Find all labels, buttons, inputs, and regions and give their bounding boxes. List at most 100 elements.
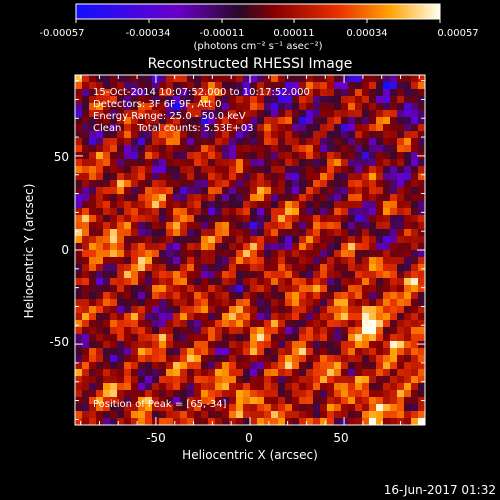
heatmap-cell	[320, 152, 328, 160]
heatmap-cell	[236, 222, 244, 230]
heatmap-cell	[376, 180, 384, 188]
heatmap-cell	[82, 236, 90, 244]
heatmap-cell	[299, 376, 307, 384]
heatmap-cell	[369, 173, 377, 181]
heatmap-cell	[145, 110, 153, 118]
heatmap-cell	[138, 243, 146, 251]
heatmap-cell	[348, 313, 356, 321]
heatmap-cell	[376, 208, 384, 216]
heatmap-cell	[278, 264, 286, 272]
heatmap-cell	[82, 152, 90, 160]
heatmap-cell	[404, 369, 412, 377]
heatmap-cell	[194, 110, 202, 118]
heatmap-cell	[152, 180, 160, 188]
heatmap-cell	[313, 257, 321, 265]
heatmap-cell	[397, 320, 405, 328]
heatmap-cell	[271, 376, 279, 384]
heatmap-cell	[82, 159, 90, 167]
heatmap-cell	[355, 131, 363, 139]
heatmap-cell	[306, 376, 314, 384]
heatmap-cell	[376, 320, 384, 328]
heatmap-cell	[411, 236, 419, 244]
heatmap-cell	[236, 236, 244, 244]
heatmap-cell	[96, 278, 104, 286]
heatmap-cell	[82, 180, 90, 188]
heatmap-cell	[348, 271, 356, 279]
heatmap-cell	[173, 404, 181, 412]
heatmap-cell	[362, 110, 370, 118]
heatmap-cell	[124, 383, 132, 391]
heatmap-cell	[180, 236, 188, 244]
heatmap-cell	[229, 397, 237, 405]
heatmap-cell	[362, 390, 370, 398]
heatmap-cell	[159, 376, 167, 384]
heatmap-cell	[271, 166, 279, 174]
heatmap-cell	[117, 131, 125, 139]
heatmap-cell	[243, 285, 251, 293]
heatmap-cell	[257, 257, 265, 265]
heatmap-cell	[390, 243, 398, 251]
heatmap-cell	[383, 369, 391, 377]
heatmap-cell	[334, 110, 342, 118]
heatmap-cell	[250, 397, 258, 405]
heatmap-cell	[383, 173, 391, 181]
heatmap-cell	[222, 152, 230, 160]
heatmap-cell	[117, 383, 125, 391]
heatmap-cell	[236, 369, 244, 377]
heatmap-cell	[299, 243, 307, 251]
heatmap-cell	[201, 404, 209, 412]
heatmap-cell	[215, 285, 223, 293]
heatmap-cell	[117, 82, 125, 90]
heatmap-cell	[173, 173, 181, 181]
heatmap-cell	[306, 131, 314, 139]
heatmap-cell	[348, 418, 356, 426]
heatmap-cell	[299, 173, 307, 181]
heatmap-cell	[411, 376, 419, 384]
heatmap-cell	[348, 257, 356, 265]
heatmap-cell	[159, 369, 167, 377]
heatmap-cell	[411, 257, 419, 265]
heatmap-cell	[285, 229, 293, 237]
heatmap-cell	[89, 131, 97, 139]
heatmap-cell	[292, 194, 300, 202]
heatmap-cell	[173, 348, 181, 356]
heatmap-cell	[376, 96, 384, 104]
heatmap-cell	[194, 383, 202, 391]
heatmap-cell	[82, 194, 90, 202]
heatmap-cell	[341, 397, 349, 405]
heatmap-cell	[166, 320, 174, 328]
heatmap-cell	[285, 264, 293, 272]
heatmap-cell	[390, 341, 398, 349]
heatmap-cell	[404, 187, 412, 195]
heatmap-cell	[89, 159, 97, 167]
heatmap-cell	[348, 264, 356, 272]
heatmap-cell	[145, 250, 153, 258]
heatmap-cell	[152, 411, 160, 419]
heatmap-cell	[215, 166, 223, 174]
heatmap-cell	[201, 271, 209, 279]
heatmap-cell	[271, 145, 279, 153]
heatmap-cell	[82, 271, 90, 279]
heatmap-cell	[299, 82, 307, 90]
heatmap-cell	[369, 306, 377, 314]
heatmap-cell	[418, 383, 426, 391]
heatmap-cell	[152, 89, 160, 97]
heatmap-cell	[243, 271, 251, 279]
heatmap-cell	[362, 334, 370, 342]
heatmap-cell	[89, 418, 97, 426]
heatmap-cell	[229, 138, 237, 146]
heatmap-cell	[166, 173, 174, 181]
heatmap-cell	[264, 124, 272, 132]
heatmap-cell	[313, 362, 321, 370]
heatmap-cell	[271, 411, 279, 419]
heatmap-cell	[145, 131, 153, 139]
heatmap-cell	[299, 264, 307, 272]
heatmap-cell	[397, 264, 405, 272]
heatmap-cell	[194, 138, 202, 146]
heatmap-cell	[320, 187, 328, 195]
heatmap-cell	[362, 124, 370, 132]
heatmap-cell	[208, 117, 216, 125]
heatmap-cell	[418, 222, 426, 230]
heatmap-cell	[306, 397, 314, 405]
heatmap-cell	[110, 166, 118, 174]
